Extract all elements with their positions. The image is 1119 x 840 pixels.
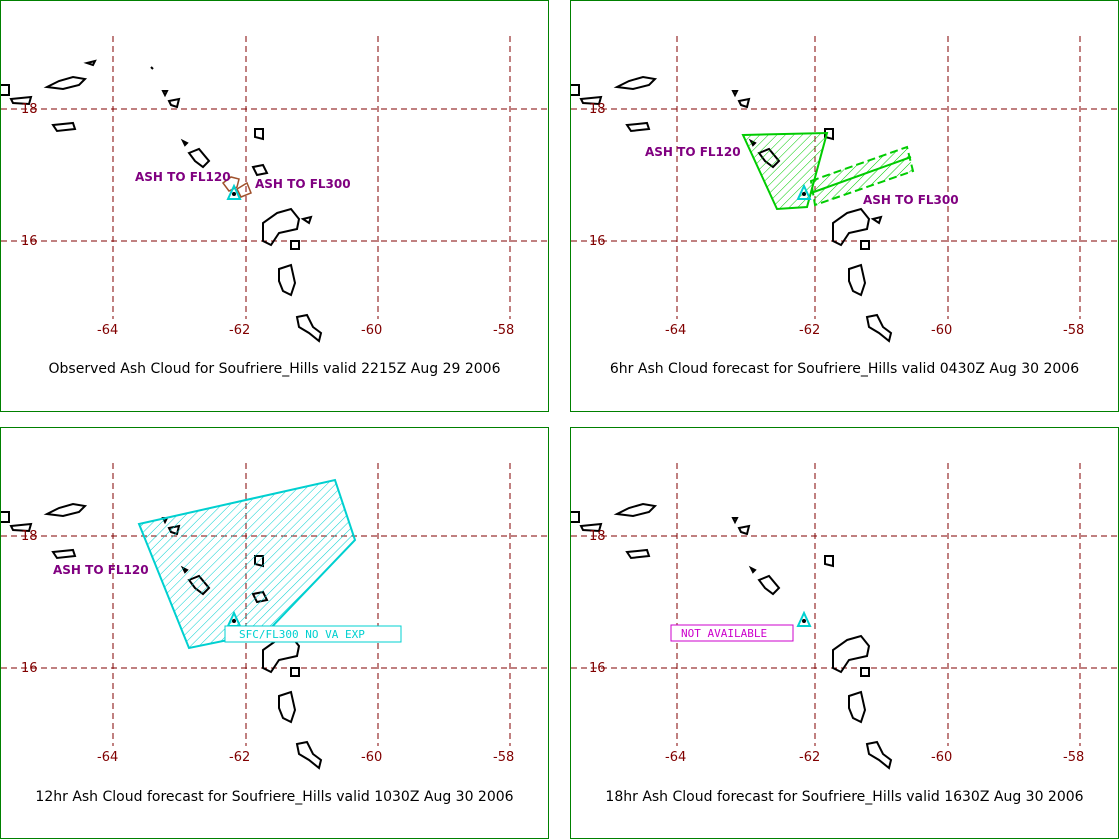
coastlines (571, 75, 893, 343)
coastlines (571, 502, 893, 770)
lon-label-60: -60 (361, 750, 382, 765)
map-6hr: ASH TO FL120 ASH TO FL300 18 16 -64 -62 … (571, 36, 1119, 343)
no-va-box (224, 625, 402, 643)
not-available-box (670, 624, 794, 642)
ash-cloud-fl120 (221, 176, 240, 192)
no-va-label: SFC/FL300 NO VA EXP (239, 628, 365, 641)
coastlines (1, 59, 323, 343)
panel-caption: Observed Ash Cloud for Soufriere_Hills v… (48, 361, 501, 377)
ash-cloud-fl300 (809, 145, 915, 207)
ash-cloud-fl300 (236, 181, 252, 198)
lon-label-62: -62 (229, 323, 250, 338)
panel-caption: 12hr Ash Cloud forecast for Soufriere_Hi… (35, 789, 514, 805)
lon-label-60: -60 (931, 323, 952, 338)
panel-12hr: SFC/FL300 NO VA EXP ASH TO FL120 18 16 -… (0, 427, 550, 839)
lat-label-16: 16 (21, 234, 38, 249)
lon-label-64: -64 (665, 323, 686, 338)
lon-label-62: -62 (229, 750, 250, 765)
lat-label-16: 16 (589, 234, 606, 249)
volcano-icon (226, 183, 242, 200)
lat-label-18: 18 (589, 102, 606, 117)
panel-6hr: ASH TO FL120 ASH TO FL300 18 16 -64 -62 … (570, 0, 1119, 412)
ash-label-fl120: ASH TO FL120 (53, 563, 149, 577)
lon-label-58: -58 (493, 750, 514, 765)
lat-label-16: 16 (21, 661, 38, 676)
panel-caption: 18hr Ash Cloud forecast for Soufriere_Hi… (605, 789, 1084, 805)
map-12hr: SFC/FL300 NO VA EXP ASH TO FL120 18 16 -… (1, 463, 550, 770)
lon-label-60: -60 (931, 750, 952, 765)
lon-label-58: -58 (1063, 323, 1084, 338)
lon-label-58: -58 (493, 323, 514, 338)
volcano-icon (796, 610, 812, 627)
ash-cloud-fl120 (137, 478, 357, 650)
ash-label-fl120: ASH TO FL120 (645, 145, 741, 159)
lat-label-18: 18 (21, 529, 38, 544)
ash-label-fl120: ASH TO FL120 (135, 170, 231, 184)
lat-label-18: 18 (589, 529, 606, 544)
lon-label-62: -62 (799, 750, 820, 765)
lon-label-58: -58 (1063, 750, 1084, 765)
lat-label-16: 16 (589, 661, 606, 676)
lon-label-64: -64 (97, 750, 118, 765)
map-observed: ASH TO FL120 ASH TO FL300 18 16 -64 -62 … (1, 36, 550, 343)
grid-lines (571, 36, 1119, 319)
volcano-icon (796, 183, 812, 200)
panel-caption: 6hr Ash Cloud forecast for Soufriere_Hil… (609, 361, 1080, 377)
panel-observed: ASH TO FL120 ASH TO FL300 18 16 -64 -62 … (0, 0, 550, 412)
grid-lines (1, 36, 550, 319)
ash-label-fl300: ASH TO FL300 (863, 193, 959, 207)
map-18hr: NOT AVAILABLE 18 16 -64 -62 -60 -58 (571, 463, 1119, 770)
lon-label-64: -64 (665, 750, 686, 765)
lon-label-60: -60 (361, 323, 382, 338)
panel-18hr: NOT AVAILABLE 18 16 -64 -62 -60 -58 18hr… (570, 427, 1119, 839)
lon-label-64: -64 (97, 323, 118, 338)
ash-label-fl300: ASH TO FL300 (255, 177, 351, 191)
lon-label-62: -62 (799, 323, 820, 338)
grid-lines (571, 463, 1119, 746)
not-available-label: NOT AVAILABLE (681, 627, 767, 640)
lat-label-18: 18 (21, 102, 38, 117)
